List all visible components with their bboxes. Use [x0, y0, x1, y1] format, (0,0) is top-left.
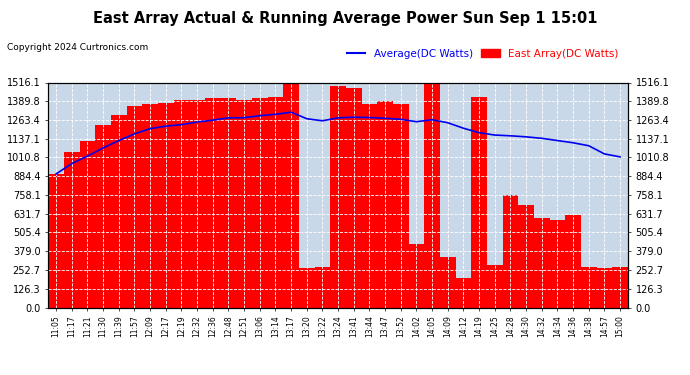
- Bar: [471, 97, 487, 308]
- Bar: [142, 104, 158, 308]
- Bar: [549, 220, 565, 308]
- Bar: [362, 104, 377, 308]
- Bar: [95, 125, 111, 308]
- Bar: [377, 101, 393, 308]
- Bar: [612, 267, 628, 308]
- Legend: Average(DC Watts), East Array(DC Watts): Average(DC Watts), East Array(DC Watts): [342, 45, 622, 63]
- Bar: [48, 174, 64, 308]
- Bar: [581, 267, 597, 308]
- Bar: [79, 141, 95, 308]
- Bar: [158, 103, 174, 308]
- Bar: [331, 86, 346, 308]
- Bar: [64, 152, 79, 308]
- Bar: [518, 205, 534, 308]
- Bar: [174, 100, 189, 308]
- Bar: [284, 82, 299, 308]
- Bar: [111, 115, 127, 308]
- Bar: [408, 244, 424, 308]
- Bar: [487, 265, 502, 308]
- Bar: [236, 100, 252, 308]
- Bar: [565, 215, 581, 308]
- Bar: [268, 97, 284, 308]
- Text: Copyright 2024 Curtronics.com: Copyright 2024 Curtronics.com: [7, 43, 148, 52]
- Bar: [315, 267, 331, 308]
- Bar: [455, 278, 471, 308]
- Bar: [393, 104, 408, 308]
- Bar: [424, 82, 440, 308]
- Bar: [127, 106, 142, 308]
- Bar: [346, 88, 362, 308]
- Bar: [252, 98, 268, 308]
- Bar: [299, 268, 315, 308]
- Bar: [189, 100, 205, 308]
- Bar: [440, 257, 455, 307]
- Bar: [205, 98, 221, 308]
- Bar: [597, 268, 612, 308]
- Bar: [502, 195, 518, 308]
- Bar: [221, 98, 236, 308]
- Bar: [534, 219, 549, 308]
- Text: East Array Actual & Running Average Power Sun Sep 1 15:01: East Array Actual & Running Average Powe…: [92, 11, 598, 26]
